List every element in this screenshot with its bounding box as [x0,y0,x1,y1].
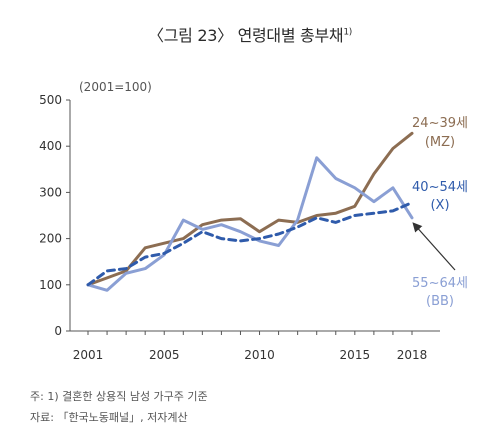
chart-axes: 0 100 200 300 400 500 2001 2005 2010 2015 2018 [39,93,440,362]
series-label-mz: 24~39세 [412,116,468,131]
x-tick-label: 2015 [340,348,371,362]
series-sublabel-mz: (MZ) [425,135,455,150]
chart-title-text: 〈그림 23〉 연령대별 총부채 [148,26,344,45]
y-tick-label: 300 [39,185,62,199]
x-tick-label: 2010 [244,348,275,362]
y-tick-label: 500 [39,93,62,107]
x-tick-label: 2001 [73,348,104,362]
series-labels: 24~39세 (MZ) 40~54세 (X) 55~64세 (BB) [412,116,468,309]
series-sublabel-x: (X) [430,198,449,213]
y-tick-label: 200 [39,232,62,246]
x-tick-label: 2018 [397,348,428,362]
y-tick-label: 100 [39,278,62,292]
series-line-x [86,201,414,287]
x-tick-label: 2005 [149,348,180,362]
bb-pointer-arrow [412,222,456,271]
footnote: 주: 1) 결혼한 상용직 남성 가구주 기준 [30,390,208,403]
source-note: 자료: 「한국노동패널」, 저자계산 [30,411,188,424]
series-label-x: 40~54세 [412,180,468,195]
series-line-mz [86,131,414,287]
chart-title: 〈그림 23〉 연령대별 총부채1) [0,22,500,46]
series-sublabel-bb: (BB) [426,294,454,309]
series-line-bb [86,156,414,292]
chart-series-lines [86,131,414,292]
y-tick-label: 0 [54,324,62,338]
chart-title-superscript: 1) [343,27,352,38]
unit-note: (2001=100) [79,80,152,94]
series-label-bb: 55~64세 [412,276,468,291]
y-tick-label: 400 [39,139,62,153]
